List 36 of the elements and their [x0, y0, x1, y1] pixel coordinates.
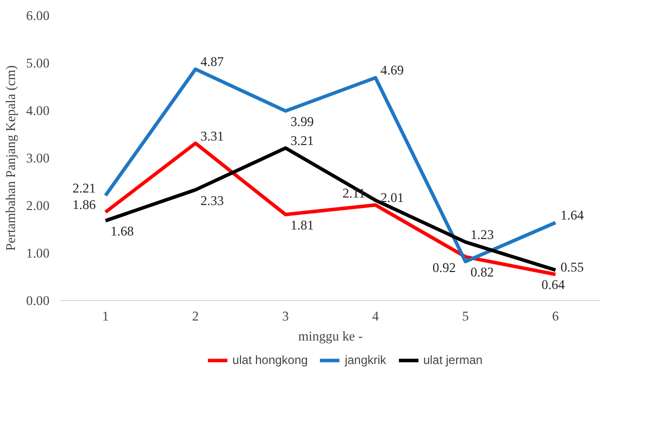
y-tick-label: 0.00 [26, 293, 50, 308]
y-axis-title: Pertambahan Panjang Kepala (cm) [3, 65, 18, 251]
data-label: 0.64 [542, 277, 566, 292]
x-tick-label: 1 [102, 308, 109, 324]
y-tick-label: 6.00 [26, 8, 50, 23]
data-label: 3.99 [290, 114, 314, 129]
x-tick-label: 4 [372, 308, 380, 324]
y-tick-label: 4.00 [26, 103, 50, 118]
data-label: 0.82 [470, 264, 494, 280]
x-tick-label: 2 [192, 308, 199, 324]
y-tick-label: 2.00 [26, 198, 50, 213]
data-label: 4.87 [200, 54, 224, 70]
x-axis-title: minggu ke - [298, 328, 363, 344]
data-label: 1.86 [72, 197, 96, 212]
data-label: 0.92 [432, 260, 456, 275]
data-label: 4.69 [380, 62, 404, 78]
data-label: 3.21 [290, 133, 314, 148]
data-label: 1.68 [110, 224, 134, 239]
legend-label: jangkrik [344, 353, 386, 367]
data-label: 0.55 [560, 259, 584, 274]
x-tick-label: 3 [282, 308, 290, 324]
line-series [104, 67, 558, 264]
data-label: 3.31 [200, 128, 224, 144]
x-tick-label: 5 [462, 308, 470, 324]
data-label: 1.23 [470, 227, 494, 242]
data-label: 1.81 [290, 218, 314, 233]
x-tick-label: 6 [552, 308, 560, 324]
legend-label: ulat hongkong [232, 353, 308, 367]
legend-label: ulat jerman [423, 353, 483, 367]
data-label: 2.33 [200, 192, 224, 208]
y-tick-label: 5.00 [26, 56, 50, 70]
data-label: 2.21 [72, 180, 96, 196]
data-label: 2.01 [380, 190, 404, 206]
y-tick-label: 3.00 [26, 150, 50, 166]
y-tick-label: 1.00 [26, 246, 50, 260]
data-label: 1.64 [560, 208, 584, 223]
